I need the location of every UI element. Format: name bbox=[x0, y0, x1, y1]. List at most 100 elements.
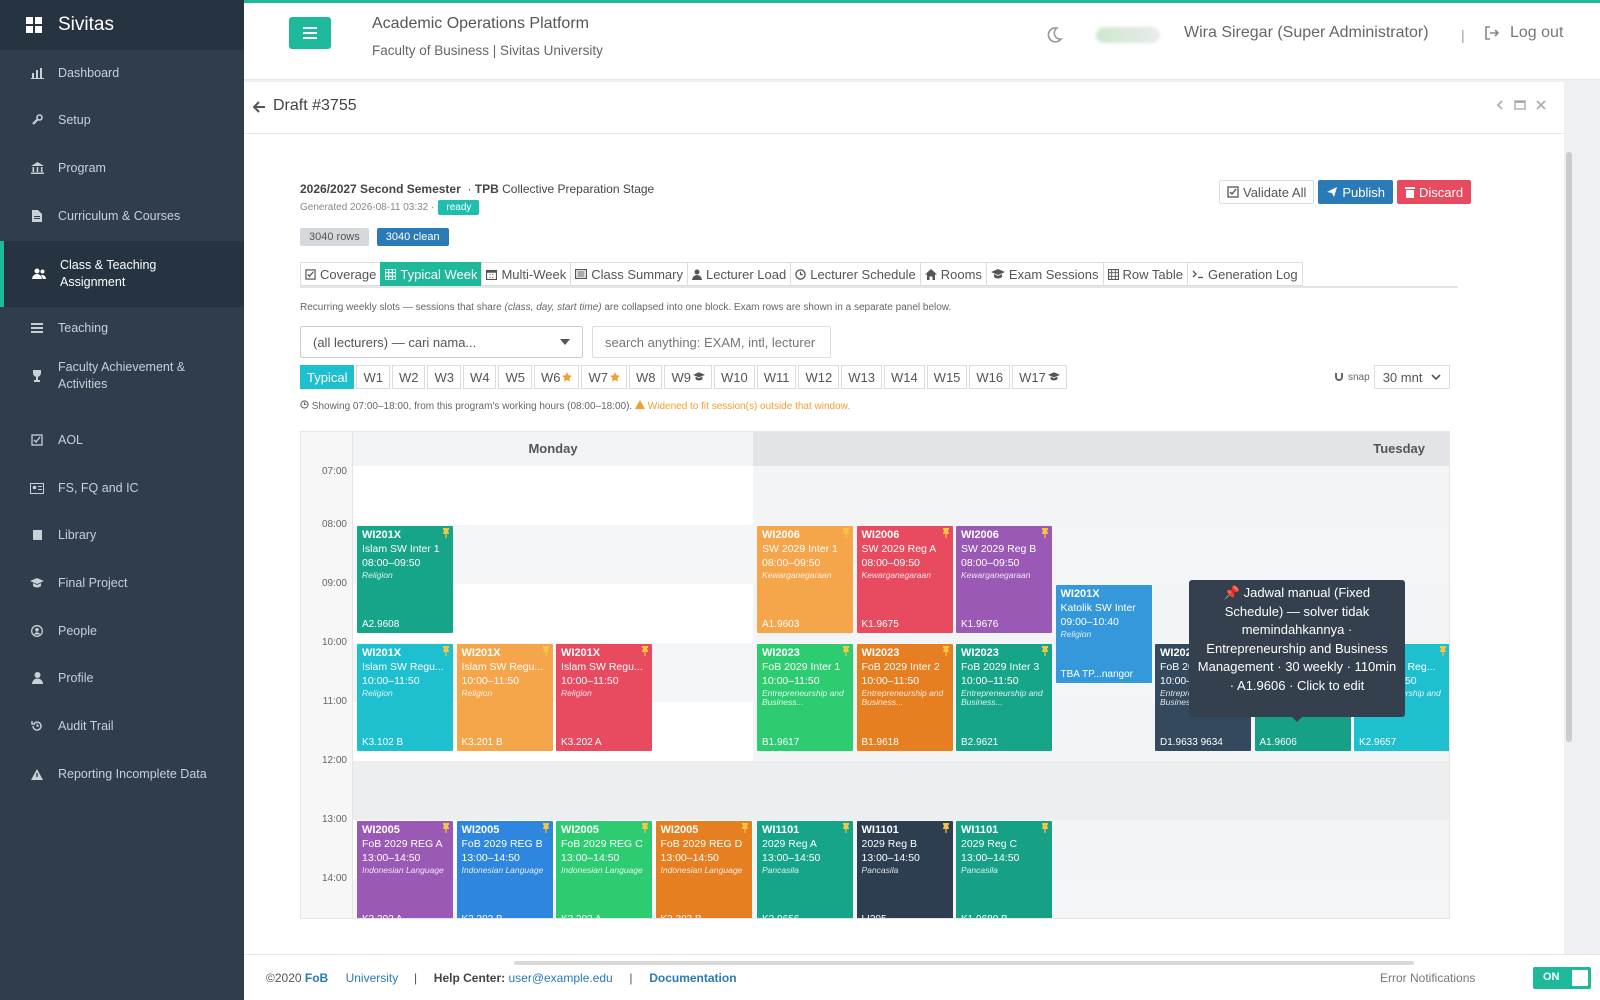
tab-rooms[interactable]: Rooms bbox=[919, 262, 987, 286]
sidebar-item-teaching[interactable]: Teaching bbox=[0, 317, 244, 339]
publish-button[interactable]: Publish bbox=[1318, 180, 1393, 204]
schedule-event[interactable]: WI2023 FoB 2029 Inter 3 10:00–11:50 Entrepr… bbox=[956, 644, 1052, 751]
schedule-event[interactable]: WI2005 FoB 2029 REG A 13:00–14:50 Indonesia… bbox=[357, 821, 453, 918]
error-notifications-toggle[interactable]: ON bbox=[1533, 967, 1591, 989]
warning-icon bbox=[30, 767, 44, 781]
help-email-link[interactable]: user@example.edu bbox=[508, 971, 613, 985]
pin-icon bbox=[1041, 646, 1049, 656]
semester-dot: · bbox=[464, 182, 475, 196]
tab-row-table[interactable]: Row Table bbox=[1102, 262, 1188, 286]
event-name: 2029 Reg B bbox=[861, 838, 917, 850]
week-w10[interactable]: W10 bbox=[713, 365, 755, 389]
check-square-icon bbox=[30, 433, 44, 447]
week-typical[interactable]: Typical bbox=[300, 365, 355, 389]
lecturer-select[interactable]: (all lecturers) — cari nama... bbox=[300, 326, 583, 358]
pin-icon bbox=[442, 823, 450, 833]
schedule-event[interactable]: WI2006 SW 2029 Reg B 08:00–09:50 Kewarganeg… bbox=[956, 526, 1052, 633]
week-w11[interactable]: W11 bbox=[756, 365, 797, 389]
sidebar-item-library[interactable]: Library bbox=[0, 524, 244, 546]
week-w2[interactable]: W2 bbox=[391, 365, 426, 389]
avatar[interactable] bbox=[1096, 27, 1160, 43]
tab-label: Generation Log bbox=[1207, 266, 1298, 282]
snap-select[interactable]: 30 mnt bbox=[1373, 365, 1450, 389]
tab-lecturer-load[interactable]: Lecturer Load bbox=[686, 262, 792, 286]
tab-generation-log[interactable]: Generation Log bbox=[1186, 262, 1303, 286]
week-w3[interactable]: W3 bbox=[427, 365, 461, 389]
back-arrow-icon[interactable] bbox=[252, 100, 266, 114]
sidebar-item-program[interactable]: Program bbox=[0, 157, 244, 179]
week-w15[interactable]: W15 bbox=[926, 365, 968, 389]
week-w6[interactable]: W6 bbox=[533, 365, 580, 389]
week-w14[interactable]: W14 bbox=[883, 365, 925, 389]
sidebar-item-class-teaching-assignment[interactable]: Class & Teaching Assignment bbox=[0, 241, 244, 307]
schedule-event[interactable]: WI2023 FoB 2029 Inter 2 10:00–11:50 Entrepr… bbox=[856, 644, 953, 751]
tab-multi-week[interactable]: Multi-Week bbox=[481, 262, 572, 286]
validate-all-button[interactable]: Validate All bbox=[1219, 180, 1315, 204]
discard-button[interactable]: Discard bbox=[1397, 180, 1472, 204]
discard-label: Discard bbox=[1419, 184, 1464, 200]
sidebar-item-profile[interactable]: Profile bbox=[0, 667, 244, 689]
schedule-event[interactable]: WI2023 FoB 2029 Inter 1 10:00–11:50 Entrepr… bbox=[757, 644, 853, 751]
vertical-scrollbar[interactable] bbox=[1566, 152, 1572, 742]
event-code: WI201X bbox=[561, 647, 601, 659]
sidebar-item-dashboard[interactable]: Dashboard bbox=[0, 62, 244, 84]
week-w17[interactable]: W17 bbox=[1012, 365, 1067, 389]
week-w16[interactable]: W16 bbox=[969, 365, 1011, 389]
sidebar-item-setup[interactable]: Setup bbox=[0, 109, 244, 131]
documentation-link[interactable]: Documentation bbox=[649, 971, 737, 985]
sidebar-item-curriculum-courses[interactable]: Curriculum & Courses bbox=[0, 205, 244, 227]
menu-toggle-button[interactable] bbox=[289, 17, 331, 49]
week-label: W5 bbox=[505, 369, 525, 385]
horizontal-scrollbar[interactable] bbox=[514, 961, 1414, 965]
schedule-event[interactable]: WI2005 FoB 2029 REG D 13:00–14:50 Indonesia… bbox=[655, 821, 752, 918]
sidebar-item-label: Reporting Incomplete Data bbox=[58, 766, 207, 781]
sidebar-item-audit-trail[interactable]: Audit Trail bbox=[0, 715, 244, 737]
week-w12[interactable]: W12 bbox=[798, 365, 840, 389]
schedule-event[interactable]: WI201X Islam SW Regu... 10:00–11:50 Religio… bbox=[556, 644, 652, 751]
event-name: SW 2029 Inter 1 bbox=[762, 543, 838, 555]
footer-fob-link[interactable]: FoB bbox=[304, 971, 329, 985]
week-w1[interactable]: W1 bbox=[356, 365, 390, 389]
tab-class-summary[interactable]: Class Summary bbox=[570, 262, 688, 286]
week-label: W11 bbox=[763, 369, 790, 385]
schedule-event[interactable]: WI2005 FoB 2029 REG B 13:00–14:50 Indonesia… bbox=[456, 821, 553, 918]
footer-university-link[interactable]: University bbox=[345, 971, 399, 985]
sidebar-item-aol[interactable]: AOL bbox=[0, 429, 244, 451]
schedule-event[interactable]: WI201X Islam SW Regu... 10:00–11:50 Religio… bbox=[357, 644, 453, 751]
sidebar-item-final-project[interactable]: Final Project bbox=[0, 572, 244, 594]
week-w8[interactable]: W8 bbox=[628, 365, 663, 389]
sidebar-item-fs-fq-and-ic[interactable]: FS, FQ and IC bbox=[0, 477, 244, 499]
brand[interactable]: Sivitas bbox=[0, 0, 244, 50]
close-icon[interactable] bbox=[1536, 100, 1546, 110]
tab-lecturer-schedule[interactable]: Lecturer Schedule bbox=[790, 262, 921, 286]
schedule-event[interactable]: WI2006 SW 2029 Reg A 08:00–09:50 Kewarganeg… bbox=[856, 526, 953, 633]
schedule-event[interactable]: WI201X Islam SW Inter 1 08:00–09:50 Religio… bbox=[357, 526, 453, 633]
sidebar-item-reporting-incomplete-data[interactable]: Reporting Incomplete Data bbox=[0, 763, 244, 785]
user-name[interactable]: Wira Siregar (Super Administrator) bbox=[1184, 24, 1429, 41]
recurring-hint: Recurring weekly slots — sessions that s… bbox=[300, 302, 951, 313]
event-code: WI2005 bbox=[362, 824, 400, 836]
week-w9[interactable]: W9 bbox=[664, 365, 712, 389]
tab-typical-week[interactable]: Typical Week bbox=[380, 262, 483, 286]
week-w13[interactable]: W13 bbox=[841, 365, 882, 389]
schedule-event[interactable]: WI201X Katolik SW Inter 09:00–10:40 Religio… bbox=[1055, 585, 1152, 683]
schedule-event[interactable]: WI2006 SW 2029 Inter 1 08:00–09:50 Kewargan… bbox=[757, 526, 853, 633]
dark-mode-moon-icon[interactable] bbox=[1044, 25, 1064, 45]
maximize-icon[interactable] bbox=[1514, 100, 1526, 110]
tab-exam-sessions[interactable]: Exam Sessions bbox=[985, 262, 1104, 286]
help-center-label: Help Center: bbox=[433, 971, 506, 985]
logout-button[interactable]: Log out bbox=[1484, 24, 1563, 42]
week-w4[interactable]: W4 bbox=[462, 365, 497, 389]
schedule-event[interactable]: WI2005 FoB 2029 REG C 13:00–14:50 Indonesia… bbox=[556, 821, 652, 918]
week-w7[interactable]: W7 bbox=[581, 365, 627, 389]
week-w5[interactable]: W5 bbox=[498, 365, 532, 389]
sidebar-item-people[interactable]: People bbox=[0, 620, 244, 642]
sidebar-item-faculty-achievement-activities[interactable]: Faculty Achievement & Activities bbox=[0, 357, 244, 395]
schedule-event[interactable]: WI201X Islam SW Regu... 10:00–11:50 Religio… bbox=[456, 644, 553, 751]
tab-coverage[interactable]: Coverage bbox=[300, 262, 382, 286]
collapse-chevron-icon[interactable] bbox=[1496, 100, 1504, 110]
search-input[interactable] bbox=[592, 326, 831, 358]
